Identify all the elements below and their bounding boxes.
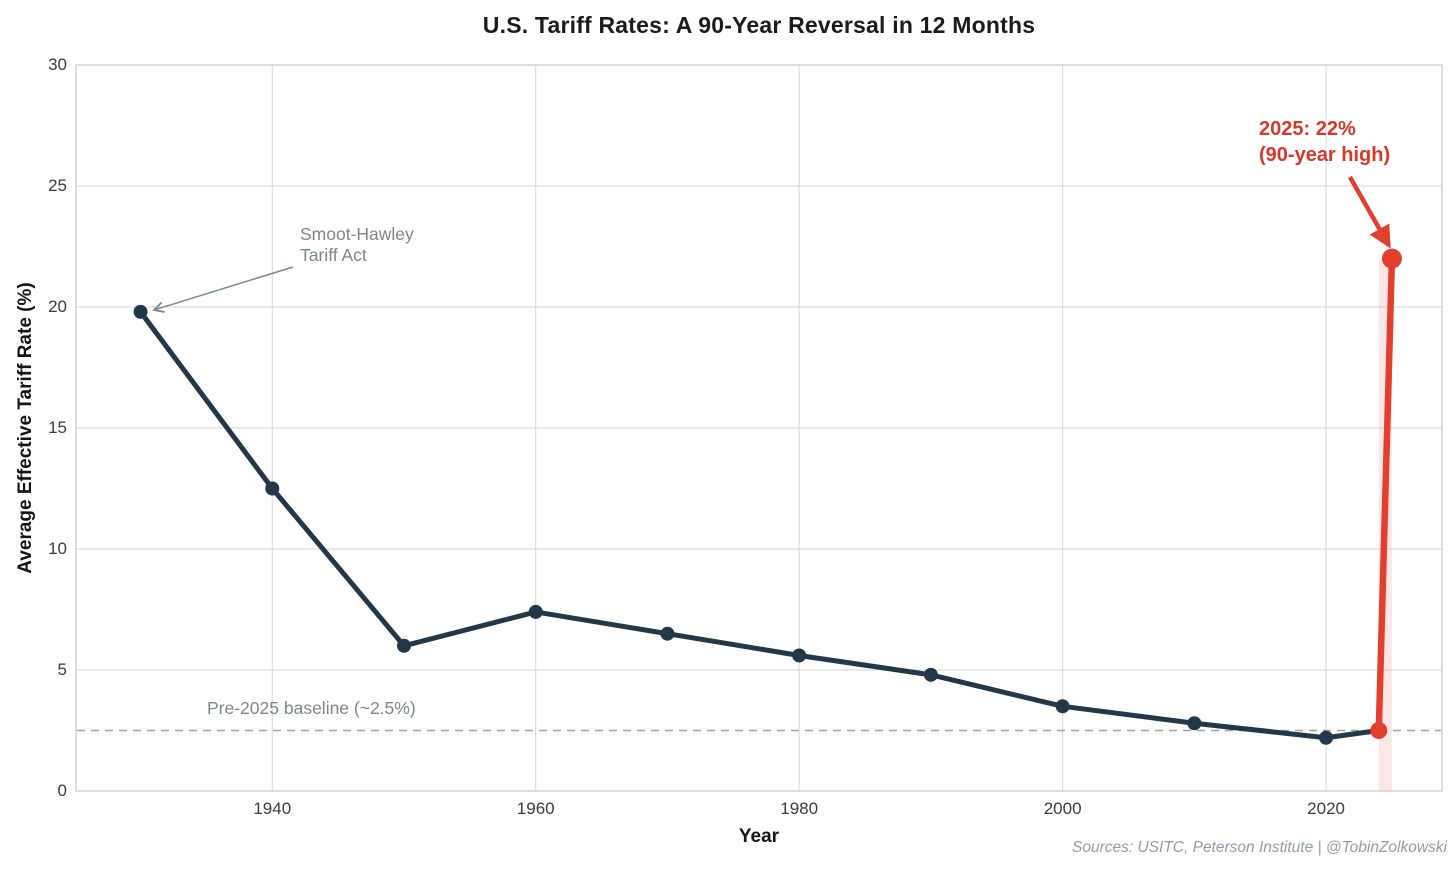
series-line-historical bbox=[138, 309, 1382, 741]
data-point-marker bbox=[528, 604, 543, 619]
annotation-2025-spike: 2025: 22% (90-year high) bbox=[1259, 116, 1390, 168]
smoot-hawley-arrow bbox=[155, 266, 294, 310]
spike-2025-arrow bbox=[1348, 175, 1391, 249]
data-point-marker bbox=[133, 304, 148, 319]
annotation-2025-spike-line1: 2025: 22% bbox=[1259, 118, 1356, 140]
data-point-marker bbox=[396, 638, 411, 653]
y-tick-label: 15 bbox=[48, 418, 67, 437]
plot-border bbox=[75, 64, 1443, 792]
baseline-label: Pre-2025 baseline (~2.5%) bbox=[207, 698, 416, 718]
data-point-marker bbox=[792, 648, 807, 663]
x-tick-label: 2020 bbox=[1307, 799, 1345, 818]
y-tick-label: 25 bbox=[48, 176, 67, 195]
series-line-spike bbox=[1375, 255, 1396, 734]
data-point-marker bbox=[660, 626, 675, 641]
annotation-smoot-hawley: Smoot-Hawley Tariff Act bbox=[300, 224, 414, 266]
data-point-marker bbox=[1370, 722, 1388, 739]
data-point-marker bbox=[1055, 699, 1070, 714]
source-attribution: Sources: USITC, Peterson Institute | @To… bbox=[1072, 839, 1447, 856]
x-tick-label: 1980 bbox=[780, 799, 819, 818]
y-tick-label: 30 bbox=[48, 55, 67, 74]
data-point-marker bbox=[265, 481, 280, 496]
data-point-marker bbox=[923, 667, 938, 682]
annotation-2025-spike-line2: (90-year high) bbox=[1259, 144, 1391, 166]
annotation-smoot-hawley-line1: Smoot-Hawley bbox=[300, 224, 414, 244]
x-tick-label: 1940 bbox=[253, 799, 292, 818]
x-axis-label: Year bbox=[738, 826, 780, 847]
annotation-smoot-hawley-line2: Tariff Act bbox=[300, 245, 367, 265]
y-tick-label: 10 bbox=[48, 539, 67, 558]
data-point-marker bbox=[1381, 248, 1402, 269]
chart-title: U.S. Tariff Rates: A 90-Year Reversal in… bbox=[482, 12, 1036, 38]
data-point-marker bbox=[1319, 730, 1334, 745]
x-tick-label: 2000 bbox=[1043, 799, 1082, 818]
data-point-marker bbox=[1187, 716, 1202, 731]
x-tick-label: 1960 bbox=[516, 799, 555, 818]
y-tick-label: 20 bbox=[48, 297, 67, 316]
y-tick-label: 5 bbox=[57, 660, 67, 679]
y-tick-label: 0 bbox=[57, 781, 67, 800]
